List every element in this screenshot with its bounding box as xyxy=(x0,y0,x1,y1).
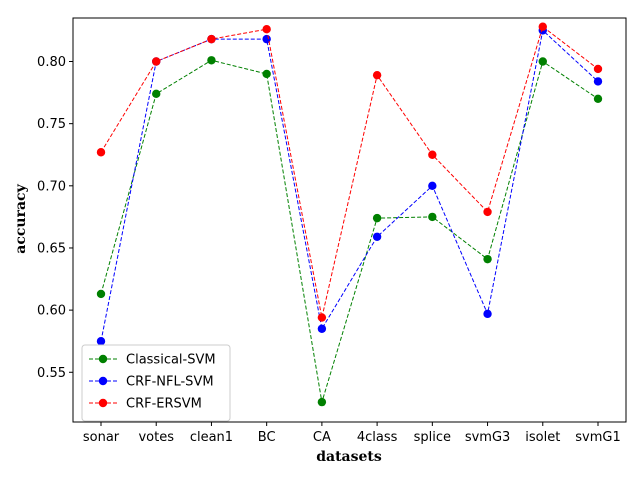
x-tick-label: clean1 xyxy=(190,430,233,445)
data-point xyxy=(372,232,382,241)
series-line xyxy=(100,25,599,318)
data-point xyxy=(96,289,106,299)
plot-area xyxy=(72,17,627,423)
data-point xyxy=(317,397,327,407)
data-point xyxy=(96,148,106,157)
y-axis: 0.55 0.60 0.65 0.70 0.75 0.80 xyxy=(37,55,73,381)
data-point xyxy=(372,70,382,80)
y-tick-label: 0.60 xyxy=(37,304,66,319)
data-point xyxy=(152,57,161,66)
data-point xyxy=(538,57,547,66)
legend-item: Classical-SVM xyxy=(89,353,216,368)
x-tick-label: 4class xyxy=(357,430,398,445)
y-tick-label: 0.75 xyxy=(37,117,66,132)
data-point xyxy=(538,22,547,31)
y-tick-label: 0.55 xyxy=(37,366,66,381)
data-point xyxy=(262,24,271,34)
data-point xyxy=(593,77,603,86)
data-point xyxy=(96,337,106,346)
series-layer xyxy=(96,22,603,407)
data-point xyxy=(207,34,216,44)
legend-marker xyxy=(98,376,108,386)
x-axis: sonar votes clean1 BC CA 4class splice svmG3 iso… xyxy=(83,422,621,445)
data-point xyxy=(483,254,492,264)
x-tick-label: svmG1 xyxy=(575,430,620,445)
y-tick-label: 0.70 xyxy=(37,179,66,194)
series-line xyxy=(100,29,599,342)
data-point xyxy=(317,324,327,333)
x-tick-label: splice xyxy=(414,430,451,445)
plot-frame xyxy=(72,17,627,423)
legend-marker xyxy=(98,354,108,364)
data-point xyxy=(262,69,271,79)
legend-item: CRF-NFL-SVM xyxy=(89,375,214,390)
data-point xyxy=(593,94,603,104)
data-point xyxy=(428,150,437,159)
x-tick-label: BC xyxy=(258,430,276,445)
data-point xyxy=(317,313,327,322)
legend-label: CRF-NFL-SVM xyxy=(126,375,214,390)
legend-marker xyxy=(98,398,108,408)
x-tick-label: sonar xyxy=(83,430,120,445)
data-point xyxy=(152,89,161,99)
legend-item: CRF-ERSVM xyxy=(89,397,202,412)
series-crf-ersvm xyxy=(96,22,603,322)
legend-box xyxy=(81,344,231,422)
series-line xyxy=(100,59,599,403)
data-point xyxy=(483,309,492,319)
series-classical-svm xyxy=(96,56,603,407)
data-point xyxy=(428,212,437,222)
y-tick-label: 0.65 xyxy=(37,241,66,256)
series-crf-nfl-svm xyxy=(96,26,603,346)
x-tick-label: CA xyxy=(313,430,331,445)
x-axis-title: datasets xyxy=(316,449,382,465)
legend: Classical-SVM CRF-NFL-SVM CRF-ERSVM xyxy=(81,344,231,422)
legend-label: CRF-ERSVM xyxy=(126,397,202,412)
data-point xyxy=(207,56,216,65)
x-tick-label: isolet xyxy=(525,430,560,445)
data-point xyxy=(428,181,437,191)
y-tick-label: 0.80 xyxy=(37,55,66,70)
data-point xyxy=(593,64,603,74)
legend-label: Classical-SVM xyxy=(126,353,216,368)
data-point xyxy=(483,207,492,217)
x-tick-label: svmG3 xyxy=(465,430,510,445)
data-point xyxy=(372,213,382,223)
y-axis-title: accuracy xyxy=(13,183,29,253)
x-tick-label: votes xyxy=(138,430,174,445)
